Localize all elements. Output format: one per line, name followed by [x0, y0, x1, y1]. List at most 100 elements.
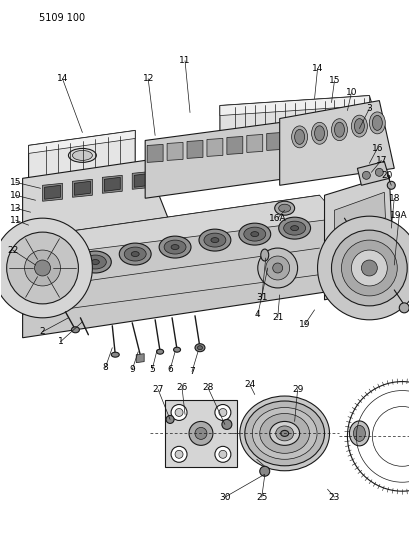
- Polygon shape: [219, 95, 378, 139]
- Polygon shape: [72, 179, 92, 197]
- Polygon shape: [22, 195, 339, 338]
- Polygon shape: [132, 171, 152, 189]
- Text: 2: 2: [40, 327, 45, 336]
- Polygon shape: [22, 160, 168, 238]
- Ellipse shape: [203, 233, 225, 247]
- Circle shape: [272, 263, 282, 273]
- Text: 23: 23: [328, 492, 339, 502]
- Ellipse shape: [351, 115, 366, 137]
- Ellipse shape: [156, 349, 163, 354]
- Text: 31: 31: [255, 293, 267, 302]
- Ellipse shape: [210, 238, 218, 243]
- Ellipse shape: [84, 255, 106, 269]
- Ellipse shape: [371, 116, 381, 131]
- Text: 5109 100: 5109 100: [38, 13, 85, 23]
- Circle shape: [214, 405, 230, 421]
- Ellipse shape: [244, 401, 324, 466]
- Ellipse shape: [198, 229, 230, 251]
- Text: 3: 3: [366, 104, 371, 113]
- Ellipse shape: [131, 252, 139, 256]
- Text: 29: 29: [291, 385, 303, 394]
- Polygon shape: [324, 175, 393, 300]
- Ellipse shape: [280, 431, 288, 437]
- Circle shape: [265, 256, 289, 280]
- Ellipse shape: [195, 344, 204, 352]
- Ellipse shape: [290, 225, 298, 231]
- Ellipse shape: [250, 232, 258, 237]
- Text: 1: 1: [57, 337, 63, 346]
- Text: 19: 19: [298, 320, 310, 329]
- Ellipse shape: [243, 227, 265, 241]
- Circle shape: [166, 415, 174, 423]
- Polygon shape: [286, 131, 302, 148]
- Text: 24: 24: [244, 380, 255, 389]
- Text: 14: 14: [311, 64, 322, 73]
- Circle shape: [360, 260, 376, 276]
- Text: 27: 27: [152, 385, 164, 394]
- Polygon shape: [29, 131, 135, 182]
- Ellipse shape: [197, 346, 202, 350]
- Circle shape: [374, 168, 382, 176]
- Polygon shape: [22, 195, 339, 258]
- Circle shape: [175, 408, 182, 416]
- Text: 21: 21: [271, 313, 283, 322]
- Ellipse shape: [353, 425, 364, 441]
- Ellipse shape: [238, 223, 270, 245]
- Circle shape: [362, 171, 369, 179]
- Text: 17: 17: [375, 156, 386, 165]
- Text: 28: 28: [202, 383, 213, 392]
- Circle shape: [257, 248, 297, 288]
- Polygon shape: [357, 161, 388, 185]
- Text: 10: 10: [345, 88, 356, 97]
- Text: 10: 10: [10, 191, 21, 200]
- Ellipse shape: [269, 422, 299, 446]
- Text: 19A: 19A: [389, 211, 407, 220]
- Circle shape: [259, 466, 269, 477]
- Circle shape: [341, 240, 396, 296]
- Ellipse shape: [173, 347, 180, 352]
- Polygon shape: [246, 134, 262, 152]
- Text: 30: 30: [218, 492, 230, 502]
- Polygon shape: [207, 139, 222, 156]
- Text: 8: 8: [102, 363, 108, 372]
- Text: 26: 26: [176, 383, 187, 392]
- Ellipse shape: [252, 408, 316, 459]
- Text: 7: 7: [189, 367, 194, 376]
- Polygon shape: [226, 136, 242, 155]
- Polygon shape: [147, 144, 163, 163]
- Ellipse shape: [68, 148, 96, 163]
- Circle shape: [317, 216, 409, 320]
- Ellipse shape: [164, 240, 186, 254]
- Polygon shape: [104, 177, 120, 191]
- Ellipse shape: [291, 126, 307, 148]
- Circle shape: [218, 450, 226, 458]
- Ellipse shape: [311, 122, 327, 144]
- Circle shape: [387, 181, 394, 189]
- Text: 6: 6: [167, 365, 173, 374]
- Ellipse shape: [274, 201, 294, 215]
- Polygon shape: [167, 142, 182, 160]
- Circle shape: [218, 408, 226, 416]
- Polygon shape: [187, 141, 202, 158]
- Circle shape: [195, 427, 207, 439]
- Polygon shape: [145, 118, 309, 198]
- Ellipse shape: [171, 245, 179, 249]
- Ellipse shape: [275, 426, 293, 441]
- Ellipse shape: [91, 260, 99, 264]
- Polygon shape: [74, 181, 90, 195]
- Text: 13: 13: [10, 204, 21, 213]
- Text: 5: 5: [149, 365, 155, 374]
- Circle shape: [0, 218, 92, 318]
- Circle shape: [34, 260, 50, 276]
- Circle shape: [189, 422, 212, 446]
- Polygon shape: [43, 183, 62, 201]
- Circle shape: [221, 419, 231, 430]
- Ellipse shape: [278, 204, 290, 212]
- Circle shape: [171, 405, 187, 421]
- Ellipse shape: [119, 243, 151, 265]
- Text: 15: 15: [328, 76, 339, 85]
- Ellipse shape: [239, 396, 329, 471]
- Polygon shape: [334, 192, 387, 278]
- Ellipse shape: [72, 150, 92, 160]
- Circle shape: [7, 232, 78, 304]
